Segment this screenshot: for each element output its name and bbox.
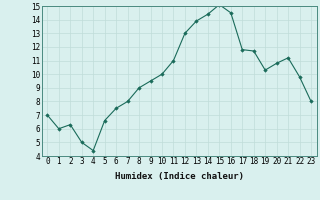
X-axis label: Humidex (Indice chaleur): Humidex (Indice chaleur) bbox=[115, 172, 244, 181]
